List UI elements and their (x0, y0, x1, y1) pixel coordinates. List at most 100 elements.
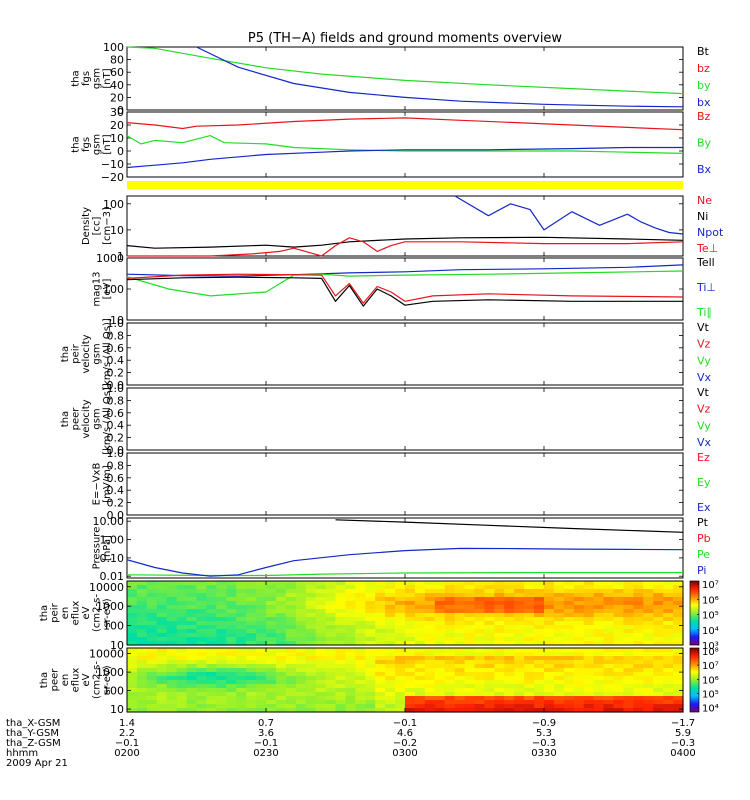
heatmap-cell (464, 704, 476, 709)
heatmap-cell (395, 581, 406, 586)
heatmap-cell (653, 660, 664, 665)
heatmap-cell (166, 641, 178, 646)
heatmap-cell (156, 621, 168, 626)
heatmap-cell (275, 625, 287, 630)
y-axis-label: gsm (92, 68, 103, 89)
heatmap-cell (127, 641, 138, 646)
heatmap-cell (146, 668, 158, 673)
heatmap-cell (186, 593, 198, 598)
heatmap-cell (256, 668, 267, 673)
heatmap-cell (156, 605, 168, 610)
heatmap-cell (573, 621, 585, 626)
heatmap-cell (295, 621, 307, 626)
heatmap-cell (673, 605, 684, 610)
heatmap-cell (444, 672, 456, 677)
heatmap-cell (623, 648, 634, 653)
heatmap-cell (285, 609, 297, 614)
heatmap-cell (454, 704, 466, 709)
heatmap-cell (623, 633, 634, 638)
heatmap-cell (196, 688, 208, 693)
heatmap-cell (375, 656, 386, 661)
heatmap-cell (673, 648, 684, 653)
heatmap-cell (434, 656, 446, 661)
heatmap-cell (434, 672, 446, 677)
heatmap-cell (127, 652, 138, 657)
heatmap-cell (325, 585, 337, 590)
heatmap-cell (216, 637, 227, 642)
heatmap-cell (623, 641, 634, 646)
heatmap-cell (256, 696, 267, 701)
heatmap-cell (633, 605, 644, 610)
heatmap-cell (603, 652, 615, 657)
heatmap-cell (206, 684, 217, 689)
heatmap-cell (553, 613, 565, 618)
heatmap-cell (563, 692, 575, 697)
heatmap-cell (295, 704, 307, 709)
heatmap-cell (196, 593, 208, 598)
heatmap-cell (206, 601, 217, 606)
heatmap-cell (266, 609, 277, 614)
heatmap-cell (643, 625, 654, 630)
heatmap-cell (206, 637, 217, 642)
heatmap-cell (534, 692, 545, 697)
heatmap-cell (335, 672, 347, 677)
heatmap-cell (275, 680, 287, 685)
heatmap-cell (226, 601, 237, 606)
heatmap-cell (603, 605, 615, 610)
heatmap-cell (226, 700, 237, 705)
heatmap-cell (315, 637, 327, 642)
heatmap-cell (643, 660, 654, 665)
heatmap-cell (127, 617, 138, 622)
heatmap-cell (355, 617, 366, 622)
heatmap-cell (405, 704, 416, 709)
heatmap-cell (623, 668, 634, 673)
heatmap-cell (385, 629, 396, 634)
heatmap-cell (454, 652, 466, 657)
heatmap-cell (136, 633, 148, 638)
y-axis-label: [nPa] (102, 535, 113, 561)
heatmap-cell (166, 597, 178, 602)
heatmap-cell (434, 684, 446, 689)
heatmap-cell (196, 680, 208, 685)
heatmap-cell (474, 668, 486, 673)
heatmap-cell (663, 684, 674, 689)
series-line (126, 264, 684, 277)
heatmap-cell (474, 688, 486, 693)
x-axis-row-label: tha_Y-GSM (6, 728, 59, 739)
heatmap-cell (156, 660, 168, 665)
heatmap-cell (236, 625, 247, 630)
heatmap-cell (127, 676, 138, 681)
heatmap-cell (226, 637, 237, 642)
heatmap-cell (305, 652, 317, 657)
heatmap-cell (474, 684, 486, 689)
heatmap-cell (236, 589, 247, 594)
heatmap-cell (583, 704, 595, 709)
heatmap-cell (285, 660, 297, 665)
y-axis-label: [eV] (102, 279, 113, 300)
heatmap-cell (613, 605, 625, 610)
heatmap-cell (385, 648, 396, 653)
heatmap-cell (355, 684, 366, 689)
heatmap-cell (305, 613, 317, 618)
heatmap-cell (673, 680, 684, 685)
heatmap-cell (266, 637, 277, 642)
heatmap-cell (673, 676, 684, 681)
heatmap-cell (444, 601, 456, 606)
heatmap-cell (136, 664, 148, 669)
heatmap-cell (534, 680, 545, 685)
heatmap-cell (295, 656, 307, 661)
heatmap-cell (484, 660, 495, 665)
heatmap-cell (186, 641, 198, 646)
heatmap-cell (653, 629, 664, 634)
heatmap-cell (514, 633, 525, 638)
legend-entry: Vy (697, 419, 711, 432)
heatmap-cell (643, 581, 654, 586)
heatmap-cell (603, 633, 615, 638)
heatmap-cell (385, 625, 396, 630)
heatmap-cell (414, 676, 426, 681)
heatmap-cell (156, 676, 168, 681)
heatmap-cell (226, 684, 237, 689)
heatmap-cell (127, 581, 138, 586)
series-line (126, 135, 684, 154)
heatmap-cell (275, 688, 287, 693)
